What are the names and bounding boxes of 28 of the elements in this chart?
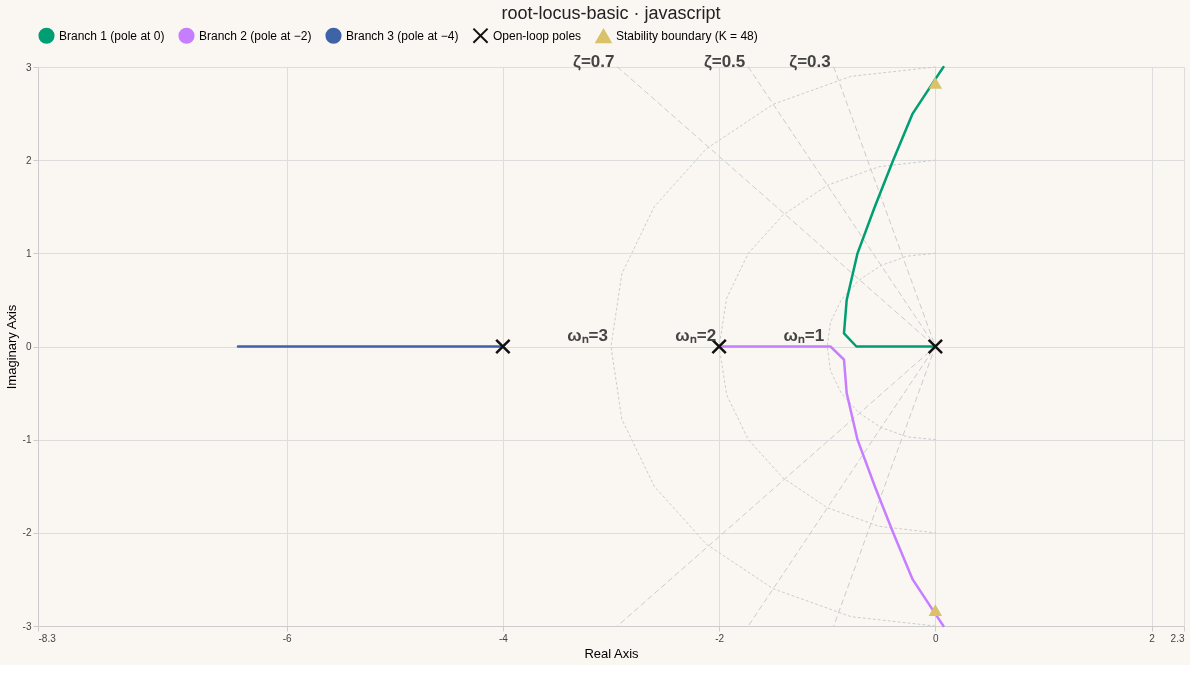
annotation: ζ=0.3 xyxy=(789,52,831,71)
x-tick-label: -6 xyxy=(282,632,293,644)
x-tick-label: 2.3 xyxy=(1170,632,1185,644)
annotation: ζ=0.7 xyxy=(573,52,615,71)
y-tick-label: -2 xyxy=(22,527,32,539)
y-tick-label: 0 xyxy=(25,341,32,352)
chart-title: root-locus-basic · javascript xyxy=(501,3,721,23)
legend-label: Stability boundary (K = 48) xyxy=(616,29,758,44)
x-tick-label: 2 xyxy=(1149,632,1156,644)
x-axis-title: Real Axis xyxy=(584,645,640,661)
annotation: ωₙ=3 xyxy=(567,325,608,345)
y-tick-label: 1 xyxy=(25,247,32,259)
legend-label: Branch 2 (pole at −2) xyxy=(199,28,312,43)
x-tick-label: 0 xyxy=(933,632,940,644)
annotation: ωₙ=2 xyxy=(675,325,717,345)
x-tick-label: -2 xyxy=(715,632,725,644)
legend-label: Open-loop poles xyxy=(493,28,582,43)
legend-label: Branch 1 (pole at 0) xyxy=(59,28,165,43)
x-tick-label: -4 xyxy=(498,632,509,644)
y-tick-label: 2 xyxy=(25,154,32,166)
x-tick-label: -8.3 xyxy=(38,632,57,644)
annotation: ζ=0.5 xyxy=(703,52,746,71)
annotation: ωₙ=1 xyxy=(783,325,825,345)
y-axis-title: Imaginary Axis xyxy=(3,304,19,390)
y-tick-label: -1 xyxy=(22,434,32,446)
y-tick-label: -3 xyxy=(22,620,32,632)
legend-label: Branch 3 (pole at −4) xyxy=(346,28,459,43)
y-tick-label: 3 xyxy=(25,61,32,73)
